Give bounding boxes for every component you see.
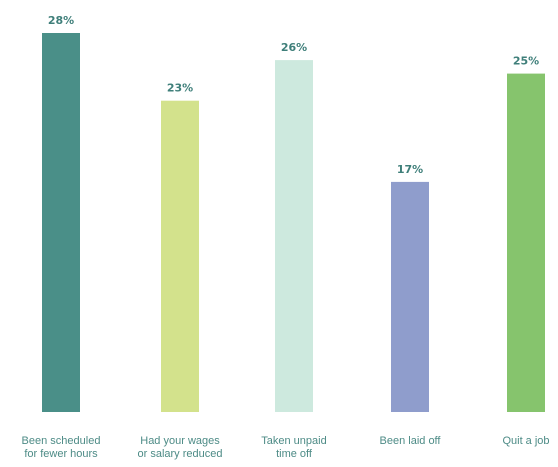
value-label-3: 26%	[281, 41, 307, 54]
value-label-5: 25%	[513, 55, 539, 68]
category-labels-layer: Been scheduled for fewer hours Had your wa…	[22, 435, 550, 460]
category-label-line: or salary reduced	[138, 448, 223, 460]
category-label-1: Been scheduled for fewer hours	[22, 435, 101, 460]
category-label-line: time off	[276, 448, 313, 460]
value-labels-layer: 28% 23% 26% 17% 25%	[48, 14, 539, 176]
bar-2	[161, 100, 199, 412]
value-label-1: 28%	[48, 14, 74, 27]
category-label-5: Quit a job	[502, 435, 549, 447]
category-label-line: for fewer hours	[24, 448, 98, 460]
bar-3	[275, 60, 313, 412]
bar-5	[507, 73, 545, 412]
category-label-line: Been laid off	[380, 435, 442, 447]
value-label-2: 23%	[167, 82, 193, 95]
category-label-line: Quit a job	[502, 435, 549, 447]
category-label-2: Had your wages or salary reduced	[138, 435, 223, 460]
category-label-3: Taken unpaid time off	[261, 435, 326, 460]
category-label-line: Been scheduled	[22, 435, 101, 447]
bars-layer	[42, 33, 545, 412]
category-label-4: Been laid off	[380, 435, 442, 447]
value-label-4: 17%	[397, 163, 423, 176]
bar-1	[42, 33, 80, 412]
category-label-line: Taken unpaid	[261, 435, 326, 447]
category-label-line: Had your wages	[140, 435, 220, 447]
bar-4	[391, 181, 429, 412]
